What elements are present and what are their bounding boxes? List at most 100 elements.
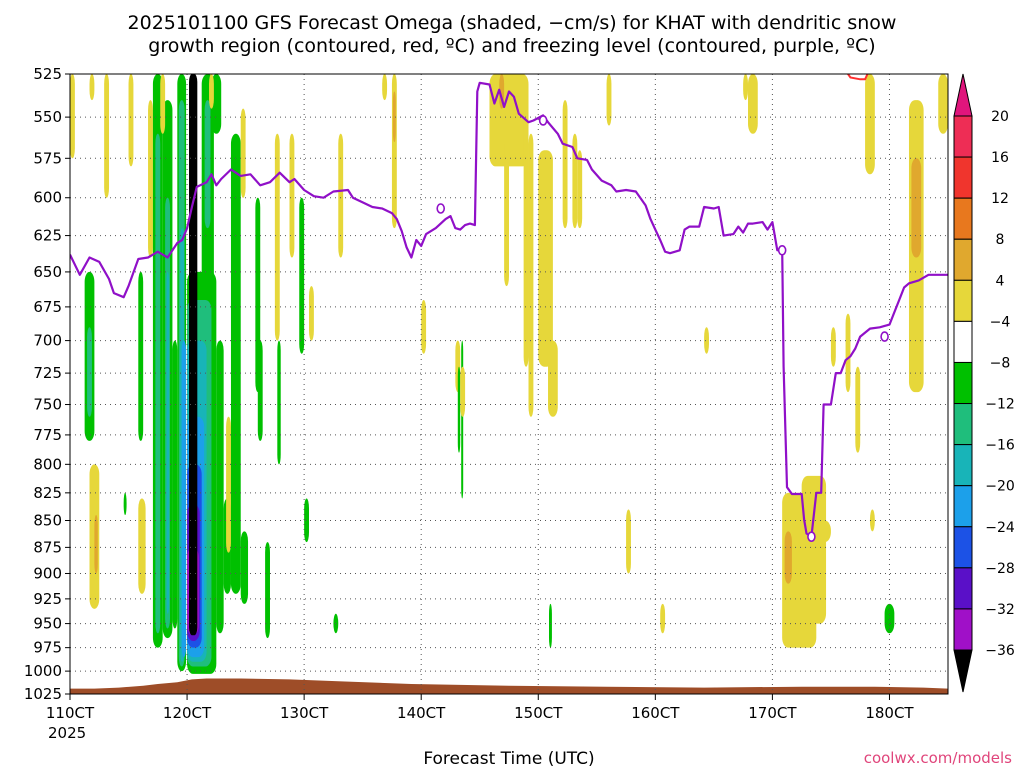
omega-area-44 (274, 133, 280, 341)
y-tick-label-525: 525 (33, 65, 62, 83)
colorbar-label-6: −8 (990, 355, 1011, 371)
omega-area-16 (166, 271, 170, 614)
colorbar-label-5: −4 (990, 314, 1011, 330)
colorbar-swatch-4 (953, 279, 973, 322)
colorbar-label-8: −16 (985, 438, 1015, 454)
y-tick-label-950: 950 (33, 615, 62, 633)
colorbar-swatch-6 (953, 361, 973, 405)
colorbar-label-9: −20 (985, 479, 1015, 495)
colorbar-label-4: 4 (996, 273, 1005, 289)
omega-area-58 (461, 340, 464, 499)
y-tick-label-800: 800 (33, 455, 62, 473)
omega-area-67 (562, 100, 568, 229)
colorbar-top-arrow (953, 73, 973, 117)
omega-area-2 (104, 74, 110, 198)
colorbar-bottom-arrow (953, 649, 973, 693)
colorbar-swatch-5 (953, 320, 973, 363)
colorbar-label-1: 16 (991, 150, 1009, 166)
omega-area-47 (299, 197, 305, 354)
omega-area-43 (265, 542, 270, 639)
omega-area-39 (240, 108, 246, 198)
y-tick-label-625: 625 (33, 227, 62, 245)
omega-area-9 (138, 271, 144, 441)
omega-area-55 (421, 300, 427, 354)
omega-area-57 (457, 366, 461, 453)
credit-text: coolwx.com/models (864, 749, 1012, 767)
omega-area-74 (704, 327, 709, 354)
x-tick-label-5: 160CT (631, 704, 680, 722)
colorbar-label-2: 12 (991, 191, 1009, 207)
omega-area-80 (811, 520, 831, 543)
y-tick-label-700: 700 (33, 332, 62, 350)
terrain (70, 678, 948, 694)
freezing-level-label-3 (807, 531, 816, 543)
colorbar-label-7: −12 (985, 397, 1015, 413)
colorbar-swatch-3 (953, 238, 973, 281)
chart-title-line-1: 2025101100 GFS Forecast Omega (shaded, −… (128, 12, 897, 34)
omega-area-40 (240, 531, 249, 604)
omega-area-86 (865, 74, 875, 175)
omega-area-76 (748, 74, 758, 134)
omega-area-4 (87, 327, 92, 417)
omega-area-8 (128, 74, 134, 167)
omega-area-46 (289, 133, 295, 258)
colorbar-swatch-12 (953, 608, 973, 651)
omega-area-64 (528, 133, 534, 417)
x-axis-title: Forecast Time (UTC) (423, 749, 594, 768)
omega-area-62 (504, 133, 509, 287)
y-tick-label-975: 975 (33, 639, 62, 657)
omega-area-63 (523, 100, 529, 367)
x-tick-label-3: 140CT (397, 704, 446, 722)
omega-area-88 (911, 158, 922, 258)
omega-area-83 (855, 366, 861, 453)
contours (70, 74, 948, 543)
colorbar-swatch-9 (953, 485, 973, 528)
omega-area-72 (626, 509, 631, 574)
omega-area-34 (209, 74, 214, 109)
chart-title-line-2: growth region (contoured, red, ºC) and f… (148, 35, 875, 57)
y-tick-label-725: 725 (33, 364, 62, 382)
omega-shading (70, 74, 948, 674)
omega-area-54 (392, 91, 396, 143)
omega-area-48 (304, 498, 310, 543)
omega-area-69 (548, 603, 552, 648)
omega-area-49 (309, 286, 314, 341)
omega-area-6 (94, 515, 98, 574)
omega-area-45 (277, 340, 281, 465)
x-axis: 110CT 120CT 130CT 140CT 150CT 160CT 170CT 180CT (46, 694, 914, 722)
x-axis-year-label: 2025 (48, 724, 86, 742)
colorbar-swatch-2 (953, 197, 973, 240)
terrain-layer (70, 678, 948, 694)
omega-area-0 (70, 74, 75, 159)
omega-area-89 (938, 74, 948, 134)
omega-area-32 (204, 100, 211, 229)
dendritic-region-contour (847, 74, 869, 81)
y-tick-label-550: 550 (33, 108, 62, 126)
y-tick-label-600: 600 (33, 189, 62, 207)
y-tick-label-650: 650 (33, 263, 62, 281)
omega-area-22 (181, 340, 187, 658)
omega-area-52 (382, 74, 388, 101)
plot-area (69, 73, 949, 695)
omega-area-37 (226, 416, 231, 553)
colorbar-swatch-11 (953, 567, 973, 610)
colorbar-label-13: −36 (985, 643, 1015, 659)
omega-area-35 (216, 340, 224, 634)
x-tick-label-2: 130CT (280, 704, 329, 722)
omega-area-1 (89, 74, 95, 101)
y-tick-label-900: 900 (33, 564, 62, 582)
colorbar-label-11: −28 (985, 561, 1015, 577)
omega-area-7 (123, 492, 127, 516)
y-tick-label-575: 575 (33, 149, 62, 167)
omega-area-85 (884, 603, 895, 634)
omega-area-82 (845, 313, 851, 393)
y-tick-label-775: 775 (33, 426, 62, 444)
plot-frame (69, 73, 949, 695)
x-tick-label-7: 180CT (865, 704, 914, 722)
y-tick-label-875: 875 (33, 538, 62, 556)
freezing-level-label-4 (880, 331, 889, 342)
omega-area-65 (538, 150, 553, 367)
omega-area-71 (606, 74, 612, 126)
x-tick-label-6: 170CT (748, 704, 797, 722)
